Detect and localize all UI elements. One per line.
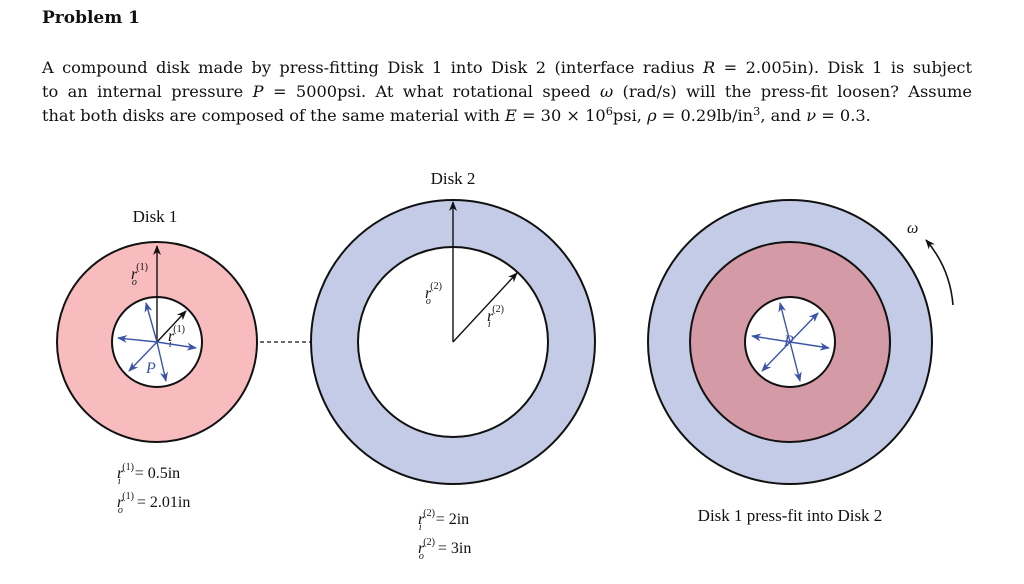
disk-2-ri-label: r(2) i <box>487 304 504 330</box>
assembly-pressure-arrows <box>751 302 830 382</box>
disk-2: Disk 2 r(2) o r(2) i r(2) i = 2in r(2) o = 3… <box>310 169 596 562</box>
problem-statement: A compound disk made by press-fitting Di… <box>42 56 972 128</box>
disk-1-ro-label: r(1) o <box>131 262 148 288</box>
problem-title: Problem 1 <box>42 8 140 28</box>
disk-2-ro-value: r(2) o = 3in <box>418 537 471 562</box>
statement-line-1: A compound disk made by press-fitting Di… <box>42 58 973 77</box>
disk-1-inner-radius-arrow <box>156 310 187 343</box>
disk-2-ri-value: r(2) i = 2in <box>418 508 469 533</box>
disk-2-ro-label: r(2) o <box>425 281 442 307</box>
omega-label: ω <box>907 220 918 237</box>
assembly: P ω Disk 1 press-fit into Disk 2 <box>647 199 954 525</box>
disk-1-ro-value: r(1) o = 2.01in <box>117 491 190 516</box>
disk-1-ri-value: r(1) i = 0.5in <box>117 462 180 487</box>
statement-line-3: that both disks are composed of the same… <box>42 103 871 125</box>
assembly-pressure-label: P <box>783 333 794 350</box>
statement-line-2: to an internal pressure P = 5000psi. At … <box>42 82 972 101</box>
disk-1: Disk 1 r(1)o r(1)i P r(1)i = 0.5in r(1)o… <box>56 207 258 516</box>
disk-2-caption: Disk 2 <box>431 169 476 188</box>
assembly-caption: Disk 1 press-fit into Disk 2 <box>698 506 883 525</box>
rotation-arrow <box>925 239 954 306</box>
disk-1-pressure-label: P <box>145 360 156 377</box>
disk-2-inner-radius-arrow <box>452 272 518 343</box>
disk-1-caption: Disk 1 <box>133 207 178 226</box>
disk-1-pressure-arrows <box>117 302 197 382</box>
